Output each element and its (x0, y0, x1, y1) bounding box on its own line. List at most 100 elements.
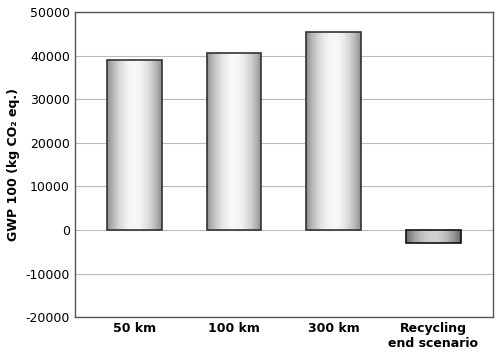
Bar (412, 230, 413, 243)
Bar (210, 53, 211, 230)
Bar (144, 60, 145, 230)
Bar (206, 53, 262, 230)
Bar (243, 53, 244, 230)
Bar (214, 53, 215, 230)
Bar (357, 31, 358, 230)
Bar (150, 60, 151, 230)
Bar (335, 31, 336, 230)
Bar (337, 31, 338, 230)
Bar (155, 60, 156, 230)
Bar (455, 230, 456, 243)
Bar (428, 230, 429, 243)
Bar (136, 60, 137, 230)
Bar (140, 60, 141, 230)
Bar (314, 31, 315, 230)
Bar (145, 60, 146, 230)
Bar (306, 31, 307, 230)
Bar (221, 53, 222, 230)
Bar (149, 60, 150, 230)
Bar (430, 230, 431, 243)
Bar (160, 60, 161, 230)
Bar (307, 31, 308, 230)
Bar (429, 230, 430, 243)
Bar (416, 230, 417, 243)
Bar (127, 60, 128, 230)
Bar (245, 53, 246, 230)
Bar (358, 31, 359, 230)
Bar (444, 230, 445, 243)
Bar (408, 230, 410, 243)
Bar (328, 31, 329, 230)
Y-axis label: GWP 100 (kg CO₂ eq.): GWP 100 (kg CO₂ eq.) (7, 88, 20, 241)
Bar (110, 60, 111, 230)
Bar (336, 31, 337, 230)
Bar (420, 230, 421, 243)
Bar (256, 53, 258, 230)
Bar (360, 31, 361, 230)
Bar (443, 230, 444, 243)
Bar (418, 230, 419, 243)
Bar (332, 31, 333, 230)
Bar (151, 60, 152, 230)
Bar (107, 60, 108, 230)
Bar (315, 31, 316, 230)
Bar (438, 230, 439, 243)
Bar (138, 60, 140, 230)
Bar (450, 230, 451, 243)
Bar (236, 53, 237, 230)
Bar (206, 53, 208, 230)
Bar (341, 31, 342, 230)
Bar (453, 230, 454, 243)
Bar (218, 53, 219, 230)
Bar (447, 230, 448, 243)
Bar (346, 31, 348, 230)
Bar (248, 53, 249, 230)
Bar (122, 60, 123, 230)
Bar (142, 60, 144, 230)
Bar (310, 31, 311, 230)
Bar (124, 60, 125, 230)
Bar (251, 53, 252, 230)
Bar (440, 230, 441, 243)
Bar (252, 53, 254, 230)
Bar (351, 31, 352, 230)
Bar (230, 53, 232, 230)
Bar (260, 53, 261, 230)
Bar (107, 60, 162, 230)
Bar (244, 53, 245, 230)
Bar (356, 31, 357, 230)
Bar (423, 230, 424, 243)
Bar (446, 230, 447, 243)
Bar (109, 60, 110, 230)
Bar (225, 53, 226, 230)
Bar (452, 230, 453, 243)
Bar (342, 31, 344, 230)
Bar (152, 60, 153, 230)
Bar (333, 31, 334, 230)
Bar (454, 230, 455, 243)
Bar (354, 31, 355, 230)
Bar (209, 53, 210, 230)
Bar (217, 53, 218, 230)
Bar (313, 31, 314, 230)
Bar (224, 53, 225, 230)
Bar (212, 53, 213, 230)
Bar (417, 230, 418, 243)
Bar (116, 60, 117, 230)
Bar (432, 230, 434, 243)
Bar (422, 230, 423, 243)
Bar (352, 31, 353, 230)
Bar (326, 31, 327, 230)
Bar (232, 53, 234, 230)
Bar (131, 60, 132, 230)
Bar (137, 60, 138, 230)
Bar (227, 53, 228, 230)
Bar (222, 53, 223, 230)
Bar (240, 53, 241, 230)
Bar (118, 60, 120, 230)
Bar (250, 53, 251, 230)
Bar (406, 230, 460, 243)
Bar (449, 230, 450, 243)
Bar (112, 60, 114, 230)
Bar (114, 60, 116, 230)
